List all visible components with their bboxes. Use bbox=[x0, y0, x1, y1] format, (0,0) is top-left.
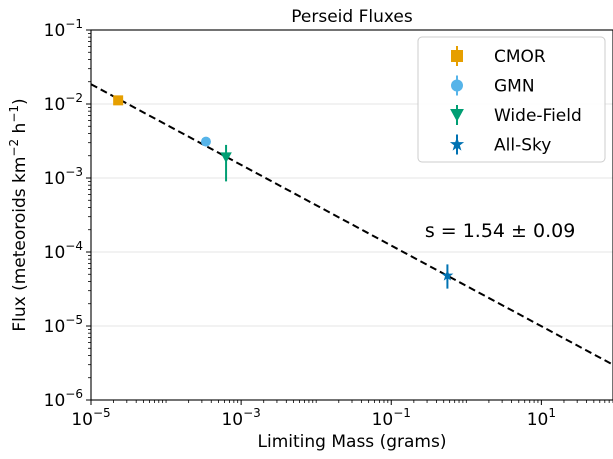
y-tick-label: 10−6 bbox=[44, 387, 83, 411]
y-tick-label: 10−1 bbox=[44, 17, 83, 41]
y-tick-label: 10−3 bbox=[44, 165, 83, 189]
legend-label: All-Sky bbox=[494, 136, 551, 156]
data-point bbox=[220, 152, 232, 163]
legend-marker bbox=[451, 50, 463, 62]
fit-annotation: s = 1.54 ± 0.09 bbox=[425, 220, 576, 242]
legend-marker bbox=[450, 109, 464, 122]
y-axis-label: Flux (meteoroids km−2 h−1) bbox=[7, 98, 30, 331]
x-tick-label: 10−3 bbox=[221, 406, 260, 430]
x-tick-label: 10−1 bbox=[372, 406, 411, 430]
data-point bbox=[113, 95, 124, 106]
x-tick-label: 101 bbox=[527, 406, 556, 430]
points-layer bbox=[113, 95, 454, 289]
legend-marker bbox=[449, 137, 465, 151]
y-tick-label: 10−2 bbox=[44, 91, 83, 115]
legend-label: GMN bbox=[494, 77, 535, 97]
data-point bbox=[200, 136, 211, 147]
data-point bbox=[441, 269, 454, 281]
legend-marker bbox=[451, 79, 463, 92]
grid-layer bbox=[91, 103, 613, 327]
x-axis-label: Limiting Mass (grams) bbox=[258, 432, 447, 452]
legend-label: CMOR bbox=[494, 47, 546, 67]
chart-title: Perseid Fluxes bbox=[291, 7, 413, 27]
ticks-layer: 10−610−510−410−310−210−110−5 10−3 10−1 101 bbox=[44, 17, 613, 430]
legend: CMOR GMN Wide-Field All-Sky bbox=[417, 36, 606, 163]
y-tick-label: 10−4 bbox=[44, 239, 83, 263]
legend-box bbox=[417, 36, 606, 163]
legend-label: Wide-Field bbox=[494, 106, 582, 126]
y-tick-label: 10−5 bbox=[44, 313, 83, 337]
x-tick-label: 10−5 bbox=[71, 406, 110, 430]
